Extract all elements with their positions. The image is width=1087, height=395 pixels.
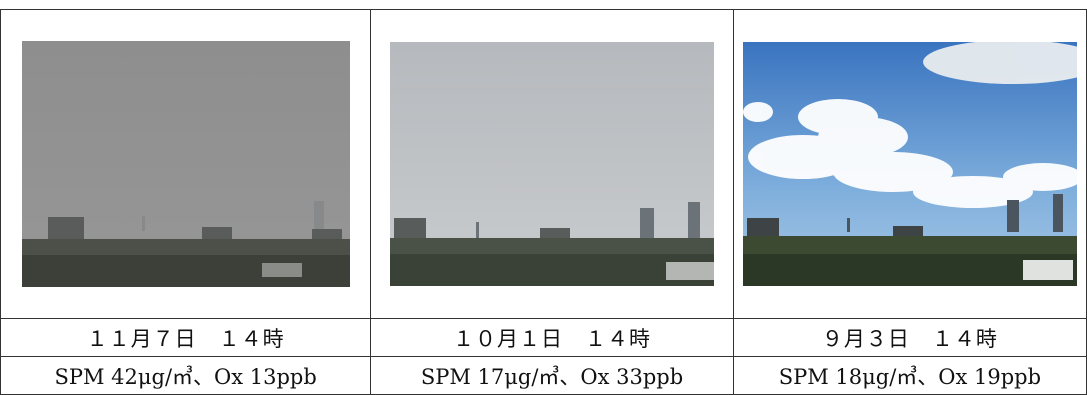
- photo-nov7-hazy: [21, 41, 350, 287]
- photo-cell-1: [0, 9, 372, 319]
- photo-sep3-clear: [742, 42, 1077, 286]
- date-row: １１月７日 １４時 １０月１日 １４時 ９月３日 １４時: [0, 318, 1087, 357]
- photo-row: [0, 9, 1087, 319]
- photo-oct1-lighthaze: [390, 42, 715, 286]
- photo-cell-2: [370, 9, 734, 319]
- date-cell-2: １０月１日 １４時: [370, 318, 734, 357]
- values-cell-1: SPM 42μg/㎥、Ox 13ppb: [0, 356, 372, 395]
- values-row: SPM 42μg/㎥、Ox 13ppb SPM 17μg/㎥、Ox 33ppb …: [0, 356, 1087, 395]
- values-cell-3: SPM 18μg/㎥、Ox 19ppb: [732, 356, 1087, 395]
- date-cell-3: ９月３日 １４時: [732, 318, 1087, 357]
- photo-comparison-table: １１月７日 １４時 １０月１日 １４時 ９月３日 １４時 SPM 42μg/㎥、…: [0, 9, 1087, 395]
- values-cell-2: SPM 17μg/㎥、Ox 33ppb: [370, 356, 734, 395]
- photo-cell-3: [732, 9, 1087, 319]
- date-cell-1: １１月７日 １４時: [0, 318, 372, 357]
